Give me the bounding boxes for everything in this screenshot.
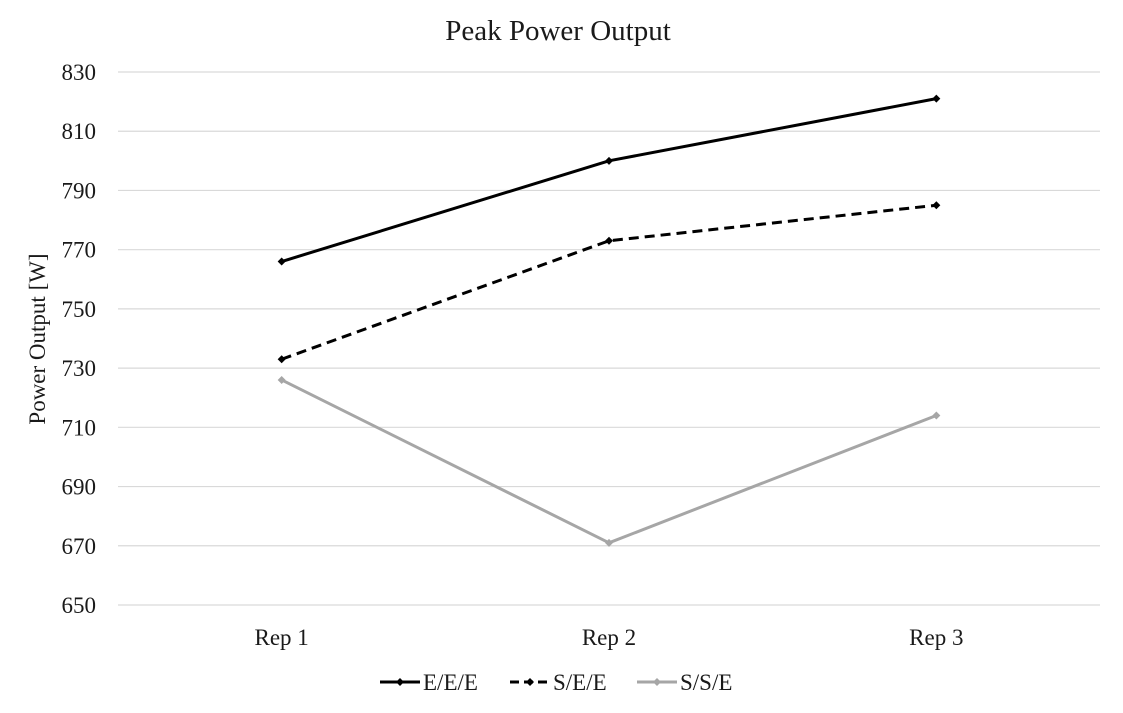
data-point — [932, 201, 941, 210]
legend-label: E/E/E — [423, 670, 478, 695]
y-axis-ticks: 650 670 690 710 730 750 770 790 810 830 — [62, 60, 97, 618]
legend-marker — [396, 678, 404, 686]
y-tick-label: 830 — [62, 60, 97, 85]
y-tick-label: 690 — [62, 475, 97, 500]
legend-label: S/S/E — [680, 670, 732, 695]
data-point — [605, 538, 613, 547]
data-point — [277, 355, 286, 364]
y-tick-label: 730 — [62, 356, 97, 381]
series-line — [280, 378, 937, 545]
data-point — [605, 236, 613, 245]
legend-label: S/E/E — [553, 670, 607, 695]
series-lines — [277, 94, 941, 547]
data-point — [277, 375, 286, 384]
series-line — [281, 203, 937, 361]
x-axis-ticks: Rep 1 Rep 2 Rep 3 — [255, 625, 964, 650]
x-tick-label: Rep 1 — [255, 625, 309, 650]
legend-marker — [526, 678, 534, 686]
gridlines — [118, 71, 1100, 606]
data-point — [932, 94, 941, 103]
y-tick-label: 810 — [62, 119, 97, 144]
y-tick-label: 710 — [62, 415, 97, 440]
y-axis-label: Power Output [W] — [25, 253, 50, 424]
y-tick-label: 750 — [62, 297, 97, 322]
y-tick-label: 650 — [62, 593, 97, 618]
legend-marker — [653, 678, 661, 686]
data-point — [277, 257, 286, 266]
legend-item: S/S/E — [637, 670, 732, 695]
legend-item: S/E/E — [510, 670, 607, 695]
legend-item: E/E/E — [380, 670, 478, 695]
x-tick-label: Rep 3 — [909, 625, 963, 650]
data-point — [605, 156, 613, 165]
chart-title: Peak Power Output — [445, 15, 671, 47]
legend: E/E/E S/E/E S/S/E — [380, 670, 732, 695]
series-e-e-e — [277, 94, 941, 266]
y-tick-label: 790 — [62, 178, 97, 203]
y-tick-label: 770 — [62, 238, 97, 263]
data-point — [932, 411, 941, 420]
series-s-s-e — [277, 375, 941, 547]
x-tick-label: Rep 2 — [582, 625, 636, 650]
y-tick-label: 670 — [62, 534, 97, 559]
series-s-e-e — [277, 201, 941, 364]
